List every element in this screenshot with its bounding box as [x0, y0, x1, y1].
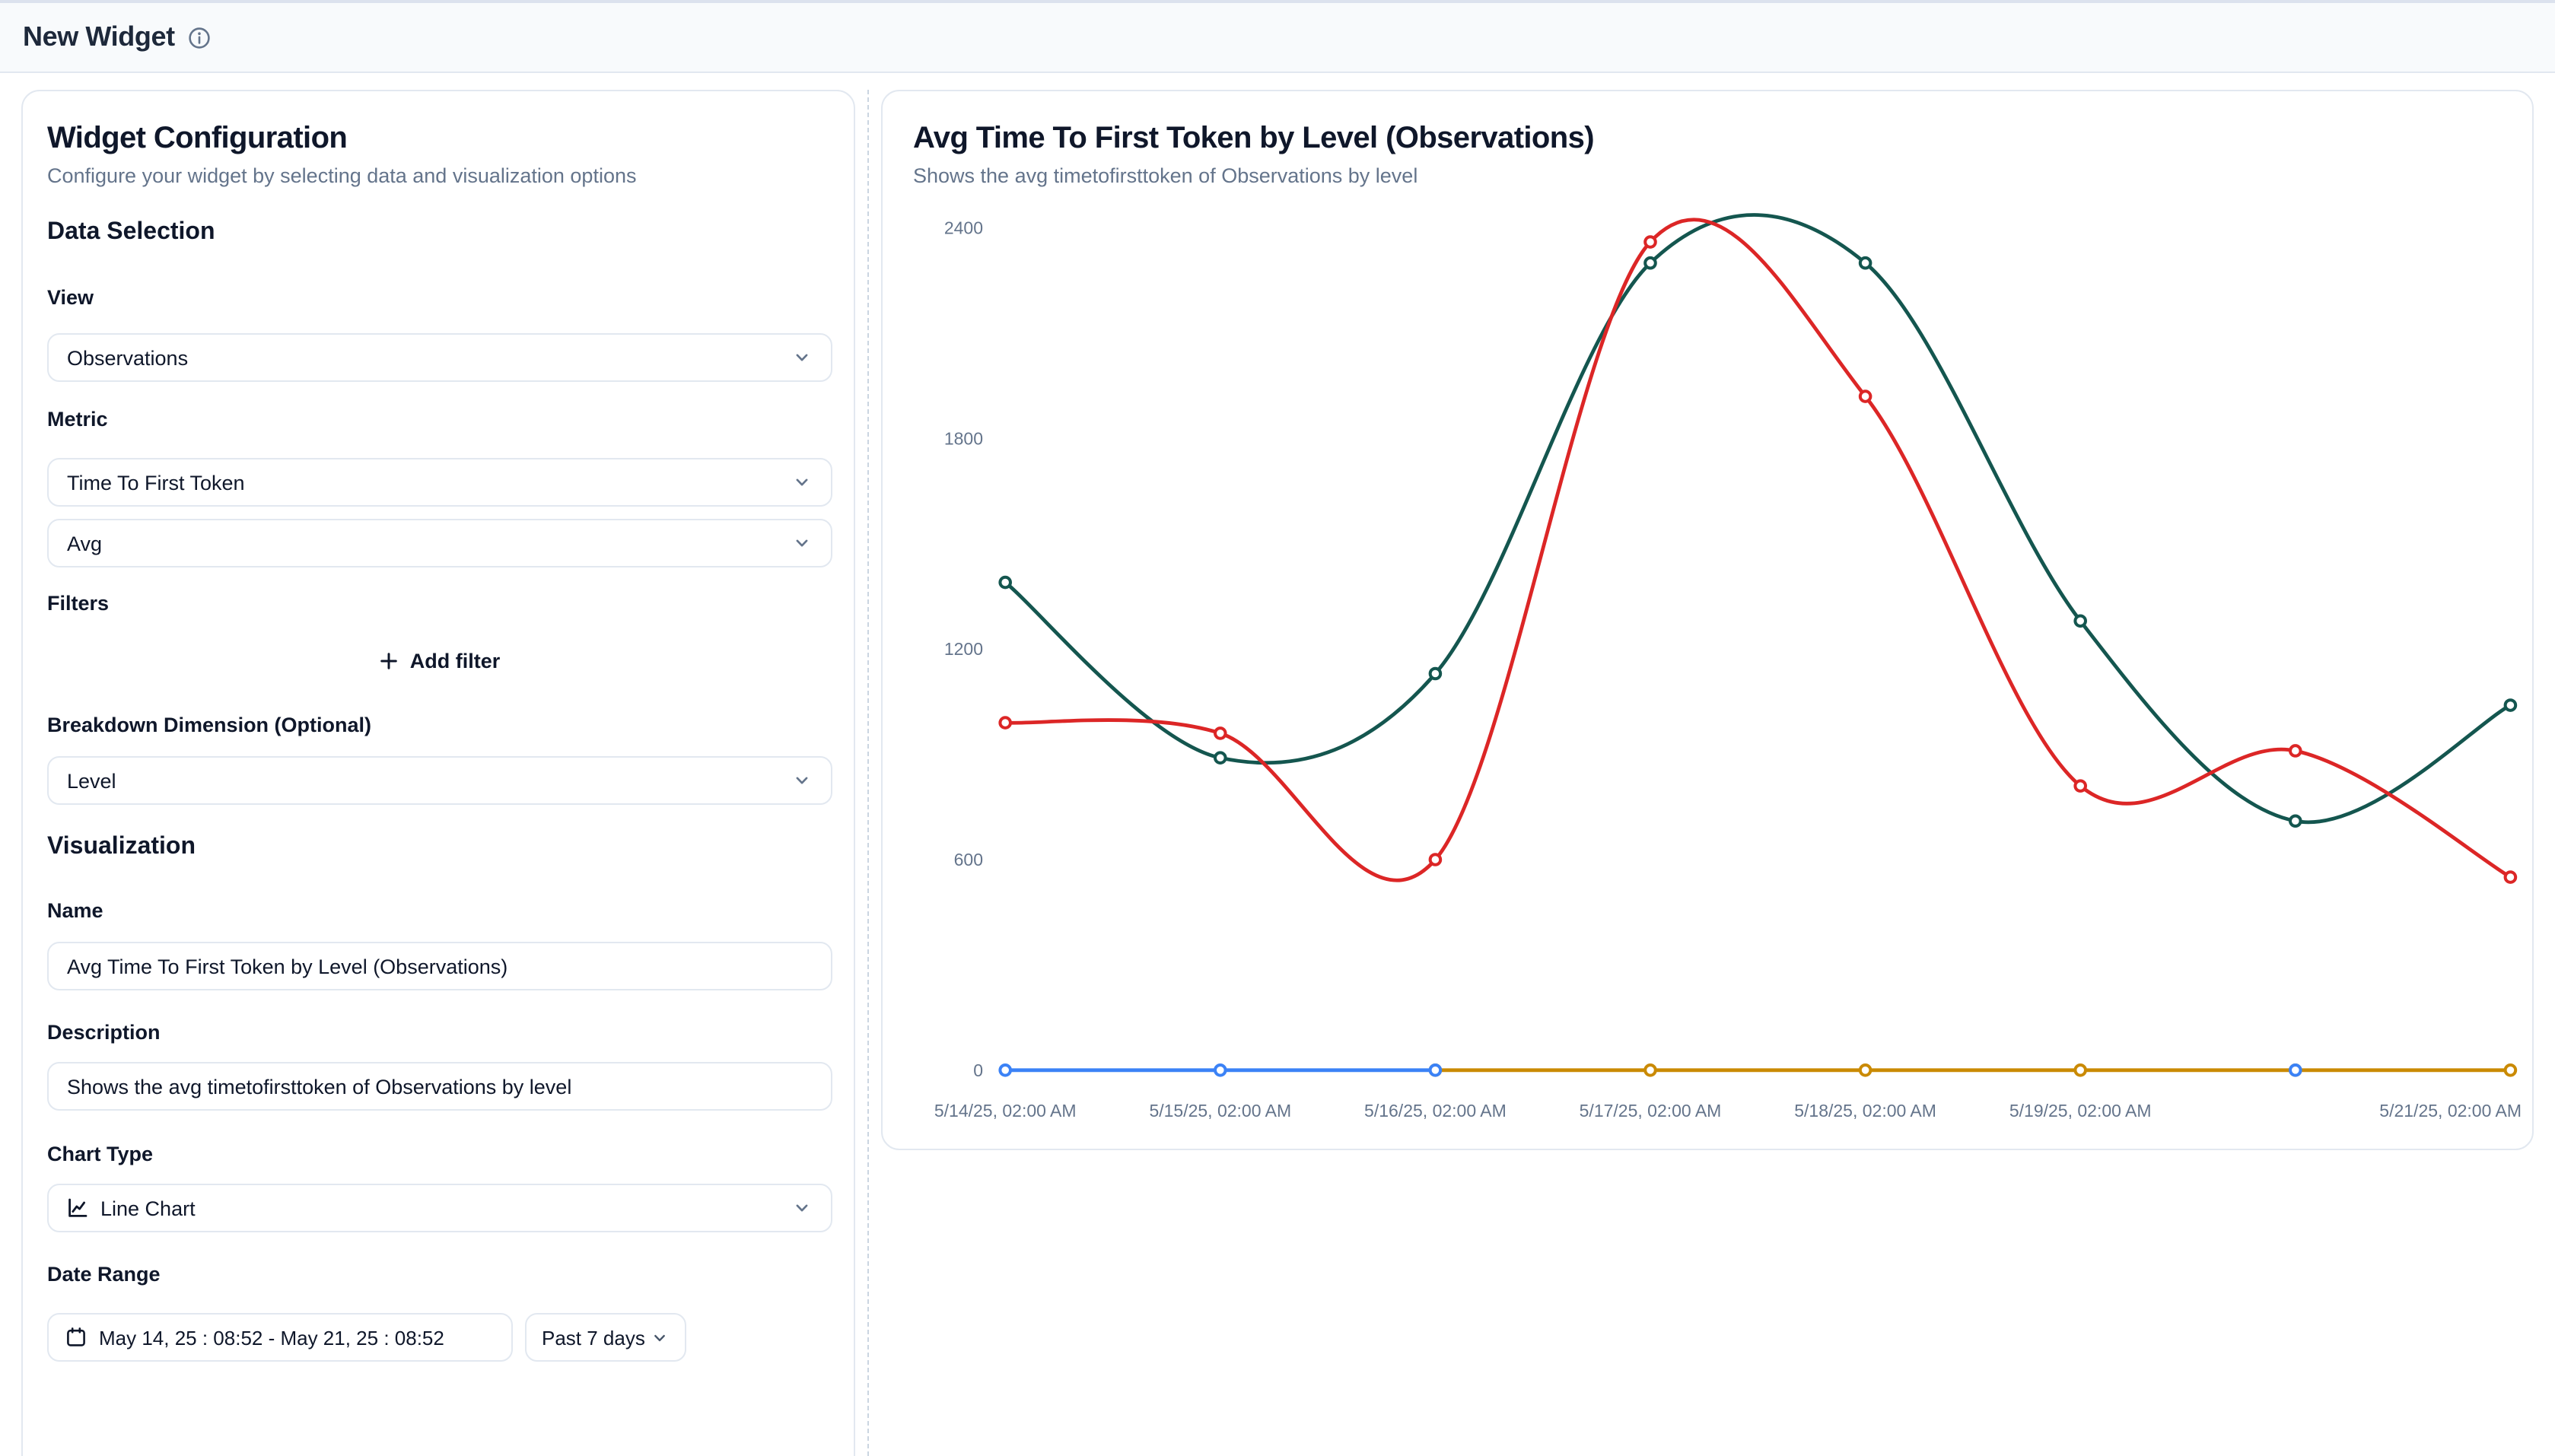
chevron-down-icon	[796, 777, 808, 784]
page-header: New Widget	[0, 3, 2555, 73]
metric-select[interactable]: Time To First Token	[47, 458, 832, 507]
section-visualization: Visualization	[47, 834, 196, 860]
info-icon[interactable]	[187, 25, 212, 49]
x-axis-tick-label: 5/19/25, 02:00 AM	[2009, 1101, 2152, 1121]
description-label: Description	[47, 1021, 161, 1044]
description-input[interactable]	[47, 1062, 832, 1111]
chart-marker-teal	[1643, 256, 1657, 270]
chart-marker-teal	[2073, 614, 2087, 628]
date-preset-value: Past 7 days	[542, 1326, 645, 1349]
view-select-value: Observations	[67, 346, 189, 369]
section-data-selection: Data Selection	[47, 219, 215, 245]
date-range-button[interactable]: May 14, 25 : 08:52 - May 21, 25 : 08:52	[47, 1313, 513, 1362]
chart-line-teal	[1003, 213, 2512, 825]
calendar-icon	[67, 1327, 85, 1346]
chart-marker-teal	[2503, 698, 2518, 712]
chart-marker-yellow	[1858, 1063, 1873, 1077]
breakdown-label: Breakdown Dimension (Optional)	[47, 714, 372, 736]
chart-marker-red	[1643, 235, 1657, 249]
y-axis-tick-label: 1800	[944, 428, 983, 448]
chart-marker-teal	[1858, 256, 1873, 270]
chart-type-value: Line Chart	[100, 1197, 196, 1219]
page-title: New Widget	[23, 21, 175, 52]
chart-marker-teal	[1428, 666, 1443, 681]
chart-marker-yellow	[2503, 1063, 2518, 1077]
x-axis-tick-label: 5/18/25, 02:00 AM	[1794, 1101, 1936, 1121]
x-axis-tick-label: 5/21/25, 02:00 AM	[2379, 1101, 2522, 1121]
view-label: View	[47, 286, 94, 309]
chart-marker-yellow	[2073, 1063, 2087, 1077]
top-border	[0, 0, 2555, 3]
chart-marker-red	[1428, 853, 1443, 866]
date-range-label: Date Range	[47, 1263, 161, 1286]
chart-marker-red	[998, 716, 1012, 730]
chart-title: Avg Time To First Token by Level (Observ…	[913, 122, 1595, 155]
config-subtitle: Configure your widget by selecting data …	[47, 164, 637, 187]
y-axis-tick-label: 2400	[944, 218, 983, 238]
date-preset-button[interactable]: Past 7 days	[525, 1313, 686, 1362]
y-axis-tick-label: 1200	[944, 639, 983, 659]
metric-label: Metric	[47, 408, 108, 431]
line-chart-plot-area[interactable]: 0 600 1200 1800 2400 5/14/25, 02:00 AM 5/15/25…	[883, 91, 2535, 1152]
chart-marker-red	[2503, 870, 2518, 884]
chart-marker-teal	[998, 575, 1012, 590]
chart-marker-yellow	[1643, 1063, 1657, 1077]
chart-marker-blue	[1214, 1063, 1227, 1077]
chevron-down-icon	[796, 539, 808, 547]
chart-marker-teal	[2289, 814, 2302, 828]
add-filter-button[interactable]: Add filter	[47, 639, 832, 682]
chart-type-label: Chart Type	[47, 1143, 154, 1165]
view-select[interactable]: Observations	[47, 333, 832, 382]
metric-select-value: Time To First Token	[67, 471, 245, 494]
chart-marker-red	[2289, 744, 2302, 758]
chevron-down-icon	[796, 1204, 808, 1212]
chart-marker-teal	[1214, 751, 1227, 765]
chart-line-red	[1003, 218, 2512, 882]
chart-marker-red	[1214, 726, 1227, 740]
add-filter-label: Add filter	[409, 649, 501, 672]
y-axis-tick-label: 0	[973, 1060, 983, 1080]
x-axis-tick-label: 5/15/25, 02:00 AM	[1149, 1101, 1291, 1121]
breakdown-select[interactable]: Level	[47, 756, 832, 805]
chart-preview-card: Avg Time To First Token by Level (Observ…	[881, 90, 2534, 1150]
breakdown-select-value: Level	[67, 769, 116, 792]
x-axis-tick-label: 5/16/25, 02:00 AM	[1364, 1101, 1507, 1121]
name-input[interactable]	[47, 942, 832, 990]
date-range-value: May 14, 25 : 08:52 - May 21, 25 : 08:52	[99, 1326, 444, 1349]
config-title: Widget Configuration	[47, 122, 348, 155]
x-axis-tick-label: 5/17/25, 02:00 AM	[1580, 1101, 1722, 1121]
chart-marker-red	[1858, 389, 1873, 403]
aggregation-select-value: Avg	[67, 532, 103, 555]
chart-type-select[interactable]: Line Chart	[47, 1184, 832, 1232]
chart-marker-blue	[2289, 1063, 2302, 1077]
line-chart-icon	[68, 1198, 88, 1217]
chart-marker-red	[2073, 779, 2087, 793]
widget-configuration-panel: Widget Configuration Configure your widg…	[21, 90, 855, 1456]
panel-resize-divider[interactable]	[867, 90, 869, 1456]
chart-subtitle: Shows the avg timetofirsttoken of Observ…	[913, 164, 1418, 187]
chevron-down-icon	[796, 478, 808, 486]
aggregation-select[interactable]: Avg	[47, 519, 832, 567]
y-axis-tick-label: 600	[954, 850, 983, 869]
chart-marker-blue	[998, 1063, 1012, 1077]
chevron-down-icon	[796, 354, 808, 361]
filters-label: Filters	[47, 592, 110, 615]
plus-icon	[380, 652, 398, 669]
chevron-down-icon	[654, 1334, 665, 1341]
name-label: Name	[47, 899, 103, 922]
x-axis-tick-label: 5/14/25, 02:00 AM	[934, 1101, 1077, 1121]
chart-marker-blue	[1428, 1063, 1443, 1077]
